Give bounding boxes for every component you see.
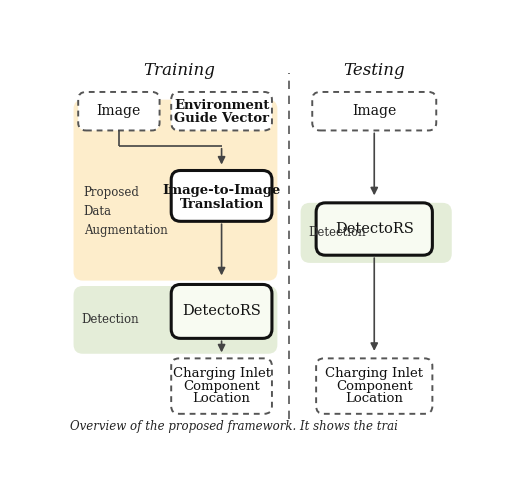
- Text: Image-to-Image: Image-to-Image: [162, 184, 281, 197]
- Text: Environment: Environment: [174, 99, 269, 112]
- Text: Overview of the proposed framework. It shows the trai: Overview of the proposed framework. It s…: [70, 420, 398, 433]
- Text: Proposed
Data
Augmentation: Proposed Data Augmentation: [84, 186, 168, 237]
- Text: Detection: Detection: [81, 313, 139, 326]
- FancyBboxPatch shape: [78, 92, 159, 131]
- FancyBboxPatch shape: [316, 358, 432, 414]
- Text: Guide Vector: Guide Vector: [174, 112, 269, 125]
- Text: Image: Image: [352, 104, 396, 118]
- FancyBboxPatch shape: [171, 358, 272, 414]
- Text: DetectoRS: DetectoRS: [335, 222, 414, 236]
- Text: Translation: Translation: [179, 198, 264, 211]
- Text: Detection: Detection: [308, 226, 366, 239]
- Text: DetectoRS: DetectoRS: [182, 304, 261, 318]
- Text: Charging Inlet: Charging Inlet: [173, 367, 270, 380]
- FancyBboxPatch shape: [316, 203, 432, 255]
- FancyBboxPatch shape: [171, 285, 272, 338]
- FancyBboxPatch shape: [171, 92, 272, 131]
- Text: Training: Training: [143, 62, 215, 79]
- FancyBboxPatch shape: [301, 203, 452, 263]
- Text: Testing: Testing: [343, 62, 405, 79]
- FancyBboxPatch shape: [74, 100, 278, 281]
- Text: Component: Component: [183, 379, 260, 393]
- Text: Location: Location: [193, 392, 250, 405]
- FancyBboxPatch shape: [74, 286, 278, 354]
- Text: Location: Location: [345, 392, 403, 405]
- Text: Component: Component: [336, 379, 413, 393]
- Text: Charging Inlet: Charging Inlet: [325, 367, 423, 380]
- Text: Image: Image: [97, 104, 141, 118]
- FancyBboxPatch shape: [312, 92, 436, 131]
- FancyBboxPatch shape: [171, 170, 272, 221]
